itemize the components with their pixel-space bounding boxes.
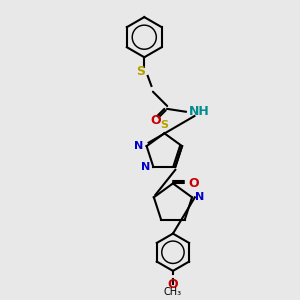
- Text: N: N: [134, 141, 144, 151]
- Text: O: O: [168, 278, 178, 291]
- Text: S: S: [136, 65, 145, 78]
- Text: O: O: [189, 177, 199, 190]
- Text: O: O: [150, 114, 161, 127]
- Text: NH: NH: [189, 105, 209, 118]
- Text: CH₃: CH₃: [164, 287, 182, 297]
- Text: S: S: [160, 120, 168, 130]
- Text: N: N: [195, 192, 204, 202]
- Text: N: N: [141, 162, 151, 172]
